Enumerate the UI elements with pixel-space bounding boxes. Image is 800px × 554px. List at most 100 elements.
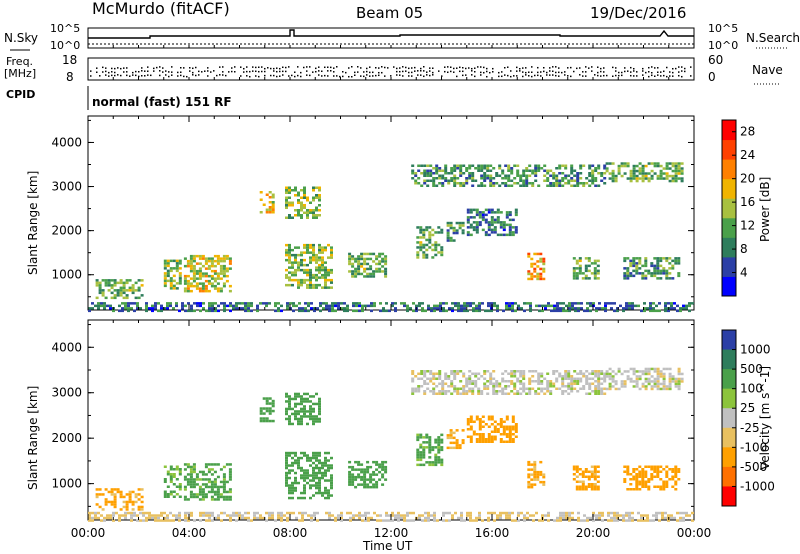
echo-cell: [186, 264, 190, 268]
echo-cell: [522, 179, 526, 182]
echo-cell: [582, 164, 586, 167]
echo-cell: [571, 516, 574, 520]
echo-cell: [531, 375, 535, 378]
echo-cell: [277, 514, 280, 517]
echo-cell: [591, 390, 595, 393]
echo-cell: [88, 516, 91, 520]
freq-point: [675, 67, 677, 70]
echo-cell: [489, 375, 493, 378]
echo-cell: [528, 387, 532, 390]
echo-cell: [222, 498, 226, 501]
echo-cell: [466, 418, 470, 421]
echo-cell: [130, 516, 133, 520]
freq-point: [162, 71, 164, 73]
echo-cell: [292, 302, 295, 305]
echo-cell: [620, 380, 624, 383]
echo-cell: [315, 417, 318, 421]
echo-cell: [381, 460, 385, 464]
freq-point: [456, 67, 458, 69]
echo-cell: [572, 473, 576, 476]
echo-cell: [487, 511, 490, 515]
echo-cell: [450, 372, 454, 375]
echo-cell: [198, 274, 202, 278]
echo-cell: [145, 302, 148, 305]
echo-cell: [462, 375, 466, 378]
echo-cell: [647, 179, 651, 183]
echo-cell: [446, 224, 450, 227]
freq-point: [630, 71, 632, 73]
freq-point: [228, 71, 230, 73]
echo-cell: [327, 489, 330, 492]
echo-cell: [312, 420, 315, 423]
freq-point: [453, 71, 455, 73]
echo-cell: [406, 514, 409, 517]
echo-cell: [423, 174, 427, 177]
echo-cell: [285, 479, 288, 482]
echo-cell: [437, 458, 441, 462]
freq-point: [318, 74, 320, 76]
echo-cell: [98, 291, 102, 295]
echo-cell: [530, 272, 534, 276]
echo-cell: [508, 438, 512, 441]
echo-cell: [297, 461, 300, 465]
echo-cell: [199, 304, 202, 308]
echo-cell: [597, 370, 601, 373]
echo-cell: [595, 514, 598, 517]
echo-cell: [294, 412, 297, 416]
echo-cell: [671, 164, 675, 168]
echo-cell: [297, 199, 300, 202]
echo-cell: [668, 277, 672, 280]
freq-point: [411, 71, 413, 74]
echo-cell: [369, 275, 373, 278]
echo-cell: [189, 475, 193, 479]
echo-cell: [285, 251, 288, 254]
echo-cell: [110, 279, 114, 282]
echo-cell: [546, 382, 550, 385]
echo-cell: [253, 511, 256, 515]
echo-cell: [288, 471, 291, 475]
echo-cell: [384, 267, 388, 271]
freq-point: [597, 66, 599, 68]
echo-cell: [444, 164, 448, 167]
echo-cell: [440, 248, 444, 252]
echo-cell: [133, 511, 136, 515]
echo-cell: [632, 264, 636, 268]
echo-cell: [585, 380, 589, 383]
echo-cell: [584, 277, 588, 280]
echo-cell: [300, 395, 303, 398]
echo-cell: [195, 269, 199, 273]
echo-cell: [481, 519, 484, 522]
echo-cell: [222, 465, 226, 469]
echo-cell: [309, 496, 312, 500]
echo-cell: [623, 162, 627, 165]
freq-point: [147, 74, 149, 76]
echo-cell: [210, 485, 214, 489]
echo-cell: [438, 169, 442, 172]
echo-cell: [210, 269, 214, 273]
echo-cell: [572, 267, 576, 270]
echo-cell: [638, 488, 642, 491]
echo-cell: [549, 382, 553, 385]
echo-cell: [629, 488, 633, 491]
echo-cell: [552, 184, 556, 187]
echo-cell: [533, 267, 537, 271]
echo-cell: [528, 370, 532, 373]
echo-cell: [594, 380, 598, 383]
echo-cell: [493, 420, 497, 423]
echo-cell: [656, 164, 660, 168]
echo-cell: [552, 182, 556, 185]
freq-point: [420, 67, 422, 70]
echo-cell: [522, 387, 526, 390]
echo-cell: [211, 304, 214, 308]
echo-cell: [492, 392, 496, 395]
echo-cell: [328, 304, 331, 308]
echo-cell: [211, 511, 214, 515]
echo-cell: [650, 375, 654, 378]
echo-cell: [241, 307, 244, 310]
echo-cell: [327, 271, 330, 274]
echo-cell: [428, 231, 432, 234]
echo-cell: [572, 478, 576, 481]
echo-cell: [312, 474, 315, 477]
echo-cell: [572, 274, 576, 278]
echo-cell: [542, 270, 546, 273]
